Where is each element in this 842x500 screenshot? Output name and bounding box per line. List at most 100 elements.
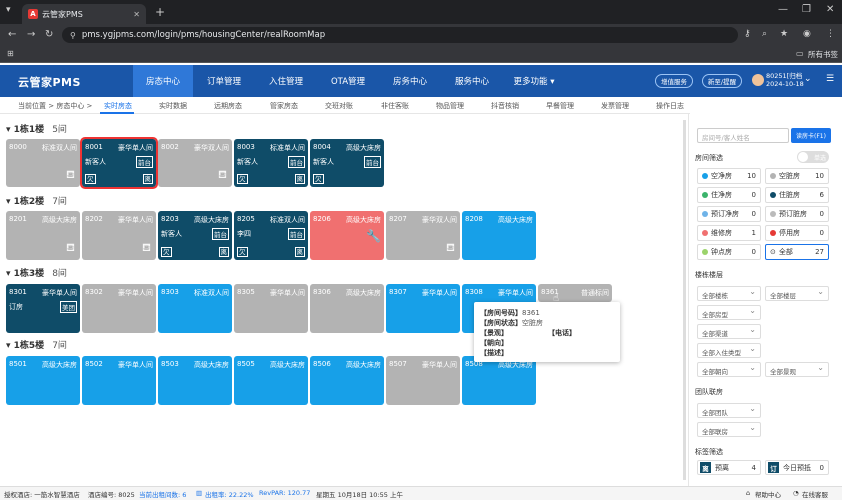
nav-checkin[interactable]: 入住管理 [268, 77, 303, 87]
close-window-icon[interactable]: ✕ [826, 4, 835, 15]
building-dropdown[interactable]: 全部楼栋 [697, 286, 761, 301]
side-menu-icon[interactable]: ☰ [826, 74, 835, 84]
tab-realtime-status[interactable]: 实时房态 [104, 102, 132, 110]
room-type-dropdown[interactable]: 全部房型 [697, 305, 761, 320]
tab-douyin[interactable]: 抖音核销 [491, 102, 519, 110]
room-card[interactable]: 8506 高级大床房 [310, 356, 384, 405]
filter-maintenance[interactable]: 维修房 1 [697, 225, 761, 241]
nav-ota[interactable]: OTA管理 [330, 77, 366, 87]
room-card[interactable]: 8305 豪华单人间 [234, 284, 308, 333]
room-card[interactable]: 8502 豪华单人间 [82, 356, 156, 405]
search-input[interactable]: 房间号/客人姓名 [697, 128, 789, 143]
filter-hourly[interactable]: 钟点房 0 [697, 244, 761, 260]
filter-vacant-dirty[interactable]: 空脏房 10 [765, 168, 829, 184]
room-card[interactable]: 8503 高级大床房 [158, 356, 232, 405]
tab-future-status[interactable]: 远期房态 [214, 102, 242, 110]
nav-more[interactable]: 更多功能 ▾ [513, 77, 555, 87]
room-card[interactable]: 8501 高级大床房 [6, 356, 80, 405]
nav-service[interactable]: 服务中心 [454, 77, 489, 87]
scrollbar[interactable] [683, 120, 686, 480]
star-icon[interactable]: ★ [780, 29, 789, 39]
reload-icon[interactable]: ↻ [45, 29, 54, 40]
room-card[interactable]: 8001 豪华单人间 新客人 前台 欠 离 [80, 137, 158, 189]
linked-dropdown[interactable]: 全部联房 [697, 422, 761, 437]
room-card[interactable]: 8302 豪华单人间 [82, 284, 156, 333]
url-field[interactable]: ⚲ pms.ygjpms.com/login/pms/housingCenter… [62, 27, 738, 43]
reminder-button[interactable]: 新至/提醒 [702, 74, 742, 88]
filter-reserved-dirty[interactable]: 预订脏房 0 [765, 206, 829, 222]
room-card[interactable]: 8201 高级大床房 ⛾ [6, 211, 80, 260]
maximize-icon[interactable]: ❐ [802, 4, 811, 15]
menu-icon[interactable]: ⋮ [826, 29, 835, 39]
tab-items[interactable]: 物品管理 [436, 102, 464, 110]
filter-occupied-dirty[interactable]: 住脏房 6 [765, 187, 829, 203]
view-dropdown[interactable]: 全部景观 [765, 362, 829, 377]
tab-non-guest[interactable]: 非住客账 [381, 102, 409, 110]
room-card[interactable]: 8507 豪华单人间 [386, 356, 460, 405]
chat-icon[interactable]: ◔ [793, 489, 799, 497]
room-card[interactable]: 8208 高级大床房 [462, 211, 536, 260]
tag-arriving[interactable]: 订今日预抵 0 [765, 460, 829, 475]
filter-occupied-clean[interactable]: 住净房 0 [697, 187, 761, 203]
tab-shift-reconcile[interactable]: 交班对账 [325, 102, 353, 110]
filter-vacant-clean[interactable]: 空净房 10 [697, 168, 761, 184]
room-card[interactable]: 8003 标准单人间 新客人 前台 欠 离 [234, 139, 308, 187]
online-service-link[interactable]: 在线客服 [802, 491, 828, 499]
chevron-down-icon[interactable]: ⌄ [804, 74, 812, 84]
help-center-link[interactable]: 帮助中心 [755, 491, 781, 499]
zoom-icon[interactable]: ⌕ [762, 29, 768, 39]
read-card-button[interactable]: 读房卡(F1) [791, 128, 831, 143]
room-card[interactable]: 8303 标准双人间 [158, 284, 232, 333]
floor-dropdown[interactable]: 全部楼层 [765, 286, 829, 301]
team-dropdown[interactable]: 全部团队 [697, 403, 761, 418]
tab-invoice[interactable]: 发票管理 [601, 102, 629, 110]
user-info[interactable]: 80251[归档 2024-10-18 [766, 72, 804, 88]
room-card[interactable]: 8004 高级大床房 新客人 前台 欠 [310, 139, 384, 187]
room-card[interactable]: 8301 豪华单人间 订房 美团 [6, 284, 80, 333]
single-select-toggle[interactable]: 单选 [797, 151, 829, 163]
site-info-icon[interactable]: ⚲ [70, 30, 76, 40]
room-card[interactable]: 8002 豪华双人间 ⛾ [158, 139, 232, 187]
room-card[interactable]: 8000 标准双人间 ⛾ [6, 139, 80, 187]
facing-dropdown[interactable]: 全部朝向 [697, 362, 761, 377]
room-card[interactable]: 8307 豪华单人间 [386, 284, 460, 333]
avatar[interactable] [752, 74, 764, 86]
tab-log[interactable]: 操作日志 [656, 102, 684, 110]
filter-all[interactable]: ⊙ 全部 27 [765, 244, 829, 260]
room-card[interactable]: 8361 普通标间 [538, 284, 612, 302]
forward-icon[interactable]: → [27, 29, 36, 40]
key-icon[interactable]: ⚷ [744, 29, 751, 39]
tag-departing[interactable]: 离预离 4 [697, 460, 761, 475]
tab-breakfast[interactable]: 早餐管理 [546, 102, 574, 110]
channel-dropdown[interactable]: 全部渠道 [697, 324, 761, 339]
floor-header[interactable]: ▾ 1栋2楼 7间 [6, 197, 67, 207]
nav-orders[interactable]: 订单管理 [206, 77, 241, 87]
floor-header[interactable]: ▾ 1栋5楼 7间 [6, 341, 67, 351]
profile-icon[interactable]: ◉ [803, 29, 811, 39]
value-added-button[interactable]: 增值服务 [655, 74, 693, 88]
room-card[interactable]: 8505 高级大床房 [234, 356, 308, 405]
room-card[interactable]: 8508 高级大床房 [462, 356, 536, 405]
room-card[interactable]: 8206 高级大床房 🔧 [310, 211, 384, 260]
help-icon[interactable]: ⌂ [746, 489, 751, 497]
room-card[interactable]: 8306 高级大床房 [310, 284, 384, 333]
filter-disabled[interactable]: 停用房 0 [765, 225, 829, 241]
room-card[interactable]: 8202 豪华单人间 ⛾ [82, 211, 156, 260]
tab-housekeeper-status[interactable]: 管家房态 [270, 102, 298, 110]
apps-icon[interactable]: ⊞ [7, 49, 14, 58]
minimize-icon[interactable]: — [778, 4, 788, 15]
nav-housekeeping[interactable]: 房务中心 [392, 77, 427, 87]
checkin-type-dropdown[interactable]: 全部入住类型 [697, 343, 761, 358]
back-icon[interactable]: ← [8, 29, 17, 40]
floor-header[interactable]: ▾ 1栋1楼 5间 [6, 125, 67, 135]
all-bookmarks[interactable]: 所有书签 [808, 50, 838, 59]
room-card[interactable]: 8205 标准双人间 李四 前台 欠 离 [234, 211, 308, 260]
room-card[interactable]: 8207 豪华双人间 ⛾ [386, 211, 460, 260]
filter-reserved-clean[interactable]: 预订净房 0 [697, 206, 761, 222]
new-tab-icon[interactable]: + [155, 5, 166, 19]
floor-header[interactable]: ▾ 1栋3楼 8间 [6, 269, 67, 279]
tab-search-icon[interactable]: ▾ [6, 5, 11, 15]
browser-tab[interactable]: A 云管家PMS ✕ [22, 4, 146, 24]
nav-room-status[interactable]: 房态中心 [133, 65, 193, 97]
room-card[interactable]: 8203 高级大床房 新客人 前台 欠 离 [158, 211, 232, 260]
